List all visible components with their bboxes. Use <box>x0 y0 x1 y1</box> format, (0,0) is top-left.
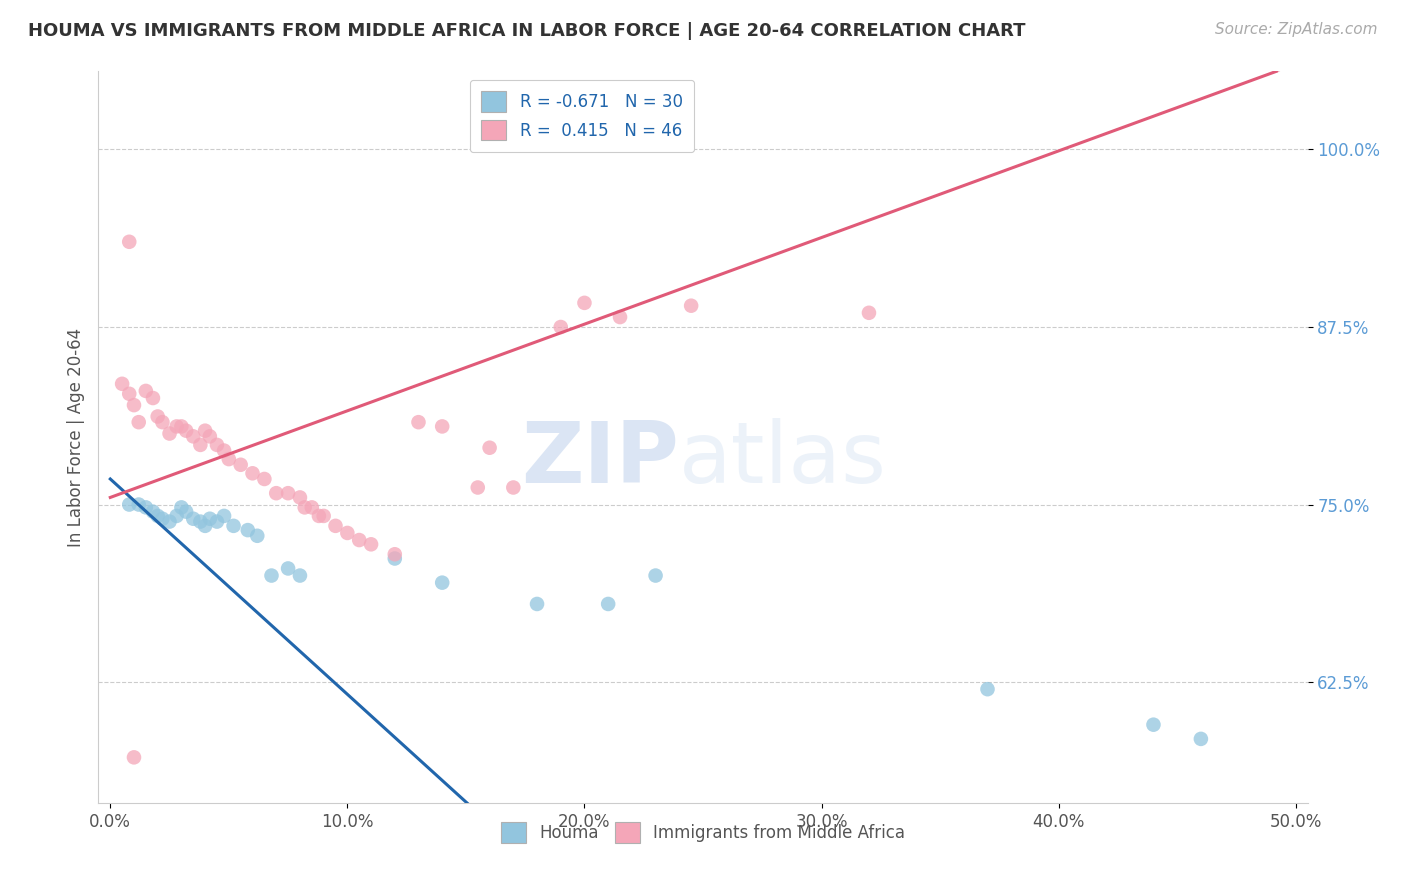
Point <box>609 310 631 324</box>
Point <box>122 750 145 764</box>
Point <box>194 424 217 438</box>
Point <box>432 419 454 434</box>
Point <box>288 568 311 582</box>
Point <box>325 519 347 533</box>
Point <box>384 551 406 566</box>
Point <box>336 525 359 540</box>
Text: Source: ZipAtlas.com: Source: ZipAtlas.com <box>1215 22 1378 37</box>
Point <box>218 452 240 467</box>
Point <box>550 320 572 334</box>
Point <box>312 508 335 523</box>
Point <box>212 508 235 523</box>
Point <box>190 515 212 529</box>
Point <box>277 486 299 500</box>
Point <box>146 508 169 523</box>
Point <box>152 415 174 429</box>
Point <box>128 498 150 512</box>
Point <box>347 533 370 547</box>
Point <box>142 391 165 405</box>
Point <box>170 500 193 515</box>
Point <box>246 529 269 543</box>
Point <box>170 419 193 434</box>
Point <box>360 537 382 551</box>
Point <box>159 515 181 529</box>
Point <box>467 481 489 495</box>
Point <box>1142 717 1164 731</box>
Point <box>205 515 228 529</box>
Point <box>181 512 204 526</box>
Point <box>146 409 169 424</box>
Point <box>598 597 620 611</box>
Legend: Houma, Immigrants from Middle Africa: Houma, Immigrants from Middle Africa <box>494 815 912 849</box>
Point <box>159 426 181 441</box>
Point <box>118 235 141 249</box>
Point <box>198 429 221 443</box>
Point <box>681 299 703 313</box>
Point <box>118 498 141 512</box>
Point <box>502 481 524 495</box>
Point <box>190 438 212 452</box>
Point <box>308 508 330 523</box>
Point <box>242 467 264 481</box>
Point <box>526 597 548 611</box>
Point <box>174 424 197 438</box>
Point <box>229 458 252 472</box>
Point <box>135 500 157 515</box>
Point <box>478 441 501 455</box>
Text: atlas: atlas <box>679 417 887 500</box>
Point <box>222 519 245 533</box>
Point <box>166 508 188 523</box>
Point <box>128 415 150 429</box>
Point <box>142 505 165 519</box>
Point <box>236 523 259 537</box>
Point <box>181 429 204 443</box>
Point <box>260 568 283 582</box>
Point <box>301 500 323 515</box>
Point <box>976 682 998 697</box>
Point <box>198 512 221 526</box>
Point <box>205 438 228 452</box>
Point <box>122 398 145 412</box>
Point <box>118 386 141 401</box>
Point <box>277 561 299 575</box>
Point <box>288 491 311 505</box>
Point <box>174 505 197 519</box>
Point <box>264 486 287 500</box>
Point <box>152 512 174 526</box>
Point <box>194 519 217 533</box>
Point <box>858 306 880 320</box>
Text: ZIP: ZIP <box>522 417 679 500</box>
Point <box>212 443 235 458</box>
Point <box>644 568 666 582</box>
Point <box>111 376 134 391</box>
Y-axis label: In Labor Force | Age 20-64: In Labor Force | Age 20-64 <box>66 327 84 547</box>
Point <box>432 575 454 590</box>
Point <box>408 415 430 429</box>
Point <box>1189 731 1212 746</box>
Point <box>574 296 596 310</box>
Point <box>166 419 188 434</box>
Text: HOUMA VS IMMIGRANTS FROM MIDDLE AFRICA IN LABOR FORCE | AGE 20-64 CORRELATION CH: HOUMA VS IMMIGRANTS FROM MIDDLE AFRICA I… <box>28 22 1025 40</box>
Point <box>253 472 276 486</box>
Point <box>384 547 406 561</box>
Point <box>135 384 157 398</box>
Point <box>294 500 316 515</box>
